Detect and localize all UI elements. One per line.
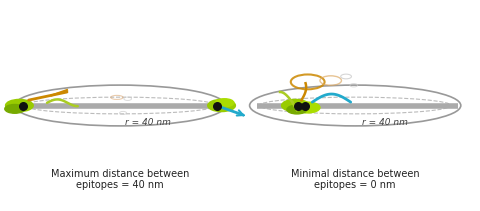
Text: r = 40 nm: r = 40 nm <box>125 118 171 127</box>
Text: Maximum distance between
epitopes = 40 nm: Maximum distance between epitopes = 40 n… <box>51 169 189 190</box>
Text: r = 40 nm: r = 40 nm <box>362 118 408 127</box>
Ellipse shape <box>5 104 25 113</box>
Point <box>213 104 221 107</box>
Ellipse shape <box>282 99 309 112</box>
Point <box>301 104 309 107</box>
Ellipse shape <box>287 105 307 114</box>
Point <box>19 104 27 107</box>
Point <box>294 104 301 107</box>
Ellipse shape <box>216 99 234 107</box>
Ellipse shape <box>295 102 320 113</box>
Text: Minimal distance between
epitopes = 0 nm: Minimal distance between epitopes = 0 nm <box>291 169 420 190</box>
Ellipse shape <box>208 99 235 112</box>
Ellipse shape <box>6 99 33 112</box>
